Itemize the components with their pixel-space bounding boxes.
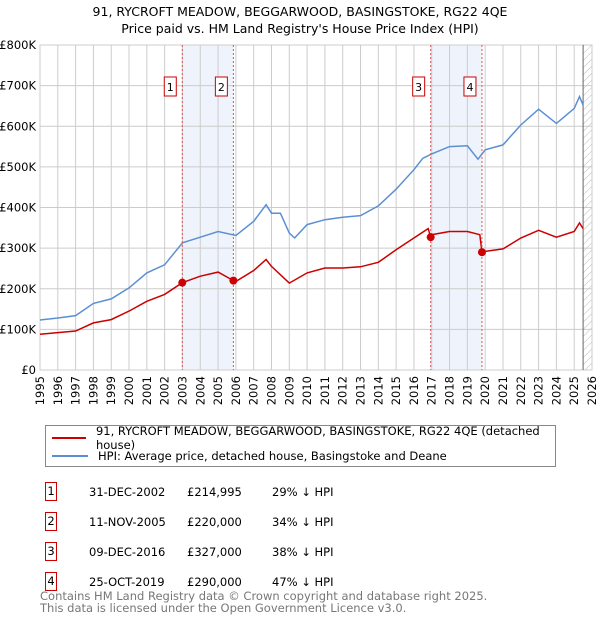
x-tick-label: 2004 [193, 376, 207, 405]
sale-hpi-diff: 47% ↓ HPI [272, 575, 334, 589]
sale-point [477, 248, 486, 257]
x-tick-label: 2015 [389, 376, 403, 405]
x-tick-label: 1997 [69, 376, 83, 405]
x-tick-label: 2026 [585, 376, 599, 405]
sale-marker-box [214, 76, 228, 97]
sale-marker-box [412, 76, 426, 97]
x-tick-label: 2000 [122, 376, 136, 405]
legend-label: 91, RYCROFT MEADOW, BEGGARWOOD, BASINGST… [95, 424, 540, 452]
x-tick-label: 2021 [496, 376, 510, 405]
x-tick-label: 2002 [158, 376, 172, 405]
property-price-line [39, 221, 584, 336]
plot-border [39, 44, 593, 371]
sale-hpi-diff: 38% ↓ HPI [272, 545, 334, 559]
chart-subtitle: Price paid vs. HM Land Registry's House … [121, 21, 479, 36]
x-tick-label: 1999 [104, 376, 118, 405]
footer-copyright: Contains HM Land Registry data © Crown c… [40, 589, 488, 603]
x-tick-label: 2009 [282, 376, 296, 405]
sale-point [178, 278, 187, 287]
sale-point [426, 233, 435, 242]
sale-date: 31-DEC-2002 [89, 485, 166, 499]
legend-swatch-red [52, 437, 86, 439]
sale-marker-label: 2 [218, 81, 225, 94]
x-tick-label: 2003 [175, 376, 189, 405]
y-tick-label: £100K [0, 322, 36, 336]
price-chart: 1 2 3 4 1995 1996 1997 1998 1999 2000 2001 2002 2003… [0, 38, 599, 405]
legend-swatch-blue [52, 455, 88, 457]
y-tick-label: £600K [0, 119, 36, 133]
sale-number: 3 [45, 542, 57, 561]
x-tick-label: 1996 [51, 376, 65, 405]
x-tick-label: 2018 [443, 376, 457, 405]
sale-price: £327,000 [187, 545, 242, 559]
sale-number: 2 [45, 512, 57, 531]
x-tick-label: 2005 [211, 376, 225, 405]
chart-title: 91, RYCROFT MEADOW, BEGGARWOOD, BASINGST… [92, 4, 508, 19]
sale-point [229, 276, 238, 285]
x-tick-label: 2014 [371, 376, 385, 405]
legend: 91, RYCROFT MEADOW, BEGGARWOOD, BASINGST… [45, 424, 556, 467]
y-tick-label: £200K [0, 282, 36, 296]
sale-date: 11-NOV-2005 [89, 515, 166, 529]
y-tick-label: £800K [0, 38, 36, 52]
x-tick-label: 2011 [318, 376, 332, 405]
sale-number: 4 [45, 572, 57, 591]
x-tick-label: 2007 [247, 376, 261, 405]
x-tick-label: 2020 [478, 376, 492, 405]
legend-label: HPI: Average price, detached house, Basi… [98, 449, 447, 463]
sale-date: 09-DEC-2016 [89, 545, 166, 559]
sale-marker-label: 1 [167, 81, 174, 94]
sale-marker-label: 4 [466, 81, 473, 94]
sale-marker-box [163, 76, 177, 97]
sale-date: 25-OCT-2019 [89, 575, 165, 589]
x-tick-label: 2008 [264, 376, 278, 405]
y-tick-label: £400K [0, 201, 36, 215]
x-tick-label: 2010 [300, 376, 314, 405]
sale-price: £290,000 [187, 575, 242, 589]
x-tick-label: 2006 [229, 376, 243, 405]
x-tick-label: 2016 [407, 376, 421, 405]
x-tick-label: 2013 [354, 376, 368, 405]
x-tick-label: 2025 [567, 376, 581, 405]
hpi-line [39, 94, 584, 321]
sale-marker-label: 3 [415, 81, 422, 94]
legend-item-property: 91, RYCROFT MEADOW, BEGGARWOOD, BASINGST… [46, 424, 555, 452]
x-tick-label: 2001 [140, 376, 154, 405]
sale-marker-box [463, 76, 477, 97]
y-tick-label: £300K [0, 241, 36, 255]
sale-hpi-diff: 29% ↓ HPI [272, 485, 334, 499]
x-tick-label: 2022 [514, 376, 528, 405]
sale-price: £214,995 [187, 485, 242, 499]
footer-licence: This data is licensed under the Open Gov… [40, 601, 407, 615]
x-tick-label: 2019 [460, 376, 474, 405]
sale-number: 1 [45, 482, 57, 501]
x-tick-label: 2024 [549, 376, 563, 405]
x-tick-label: 1995 [33, 376, 47, 405]
x-tick-label: 2012 [336, 376, 350, 405]
y-tick-label: £700K [0, 79, 36, 93]
x-tick-label: 1998 [86, 376, 100, 405]
x-tick-label: 2017 [425, 376, 439, 405]
y-tick-label: £0 [21, 363, 36, 377]
x-tick-label: 2023 [532, 376, 546, 405]
sale-price: £220,000 [187, 515, 242, 529]
legend-item-hpi: HPI: Average price, detached house, Basi… [46, 448, 447, 464]
y-tick-label: £500K [0, 160, 36, 174]
sale-hpi-diff: 34% ↓ HPI [272, 515, 334, 529]
